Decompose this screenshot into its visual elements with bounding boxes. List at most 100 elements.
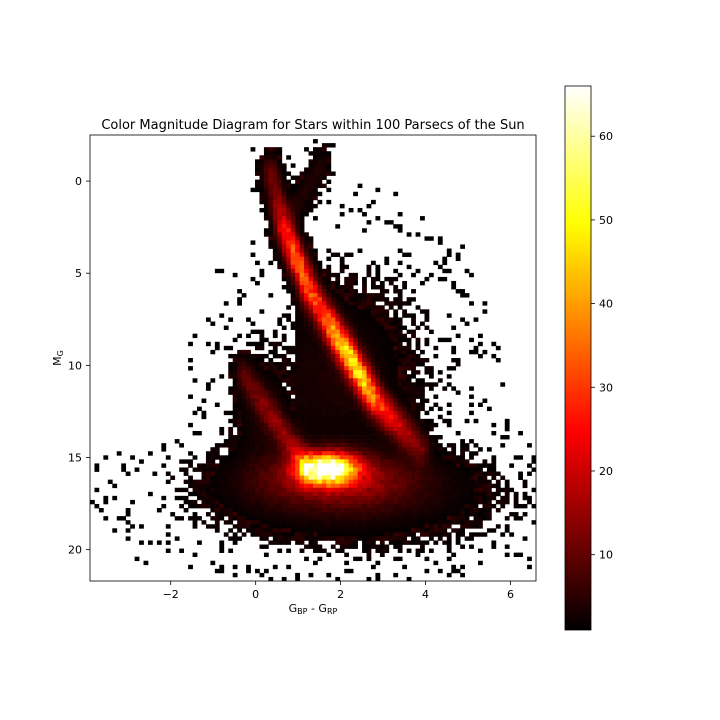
heatmap-cell bbox=[286, 256, 292, 262]
heatmap-cell bbox=[420, 479, 425, 485]
heatmap-cell bbox=[255, 467, 260, 472]
heatmap-cell bbox=[326, 159, 332, 164]
heatmap-cell bbox=[348, 410, 354, 416]
heatmap-cell bbox=[335, 301, 341, 306]
heatmap-cell bbox=[433, 345, 439, 351]
heatmap-cell bbox=[313, 483, 318, 489]
heatmap-cell bbox=[344, 313, 350, 318]
heatmap-cell bbox=[353, 353, 358, 359]
heatmap-cell bbox=[317, 471, 323, 476]
heatmap-cell bbox=[290, 414, 296, 420]
heatmap-cell bbox=[375, 272, 381, 278]
heatmap-cell bbox=[272, 207, 278, 213]
heatmap-cell bbox=[237, 459, 242, 464]
heatmap-cell bbox=[357, 455, 363, 460]
heatmap-cell bbox=[290, 524, 296, 529]
heatmap-cell bbox=[420, 382, 425, 387]
heatmap-cell bbox=[348, 459, 354, 464]
heatmap-cell bbox=[362, 536, 367, 541]
heatmap-cell bbox=[522, 483, 528, 489]
heatmap-cell bbox=[357, 333, 363, 339]
heatmap-cell bbox=[335, 576, 341, 581]
heatmap-cell bbox=[469, 479, 474, 485]
heatmap-cell bbox=[344, 552, 350, 558]
heatmap-cell bbox=[473, 524, 479, 529]
heatmap-cell bbox=[299, 305, 305, 310]
heatmap-cell bbox=[375, 321, 381, 326]
heatmap-cell bbox=[263, 212, 269, 217]
heatmap-cell bbox=[250, 512, 256, 517]
heatmap-cell bbox=[353, 430, 358, 436]
heatmap-cell bbox=[188, 459, 193, 464]
heatmap-cell bbox=[388, 301, 394, 306]
heatmap-cell bbox=[357, 370, 363, 375]
heatmap-cell bbox=[518, 516, 523, 521]
heatmap-cell bbox=[437, 414, 443, 420]
heatmap-cell bbox=[321, 394, 327, 399]
heatmap-cell bbox=[277, 418, 283, 424]
heatmap-cell bbox=[250, 422, 256, 428]
heatmap-cell bbox=[290, 459, 296, 464]
heatmap-cell bbox=[455, 508, 461, 513]
heatmap-cell bbox=[321, 528, 327, 533]
heatmap-cell bbox=[308, 430, 314, 436]
heatmap-cell bbox=[228, 499, 234, 505]
heatmap-cell bbox=[482, 508, 488, 513]
heatmap-cell bbox=[214, 568, 220, 574]
heatmap-cell bbox=[214, 512, 220, 517]
heatmap-cell bbox=[451, 483, 457, 489]
heatmap-cell bbox=[304, 268, 309, 274]
heatmap-cell bbox=[290, 495, 296, 501]
heatmap-cell bbox=[384, 297, 390, 302]
heatmap-cell bbox=[478, 463, 483, 468]
heatmap-cell bbox=[272, 487, 278, 493]
heatmap-cell bbox=[250, 187, 256, 193]
heatmap-cell bbox=[281, 516, 287, 521]
heatmap-cell bbox=[277, 443, 283, 448]
heatmap-cell bbox=[295, 499, 300, 505]
heatmap-cell bbox=[317, 147, 323, 152]
heatmap-cell bbox=[286, 475, 292, 480]
heatmap-cell bbox=[446, 544, 452, 549]
heatmap-cell bbox=[304, 483, 309, 489]
heatmap-cell bbox=[424, 455, 430, 460]
heatmap-cell bbox=[299, 191, 305, 197]
heatmap-cell bbox=[491, 467, 497, 472]
heatmap-cell bbox=[299, 467, 305, 472]
heatmap-cell bbox=[205, 512, 211, 517]
heatmap-cell bbox=[308, 256, 314, 262]
heatmap-cell bbox=[179, 459, 185, 464]
heatmap-cell bbox=[214, 451, 220, 456]
heatmap-cell bbox=[504, 495, 510, 501]
heatmap-cell bbox=[415, 443, 421, 448]
heatmap-cell bbox=[308, 183, 314, 189]
heatmap-cell bbox=[281, 207, 287, 213]
heatmap-cell bbox=[321, 548, 327, 553]
heatmap-cell bbox=[326, 572, 332, 578]
heatmap-cell bbox=[259, 503, 265, 509]
heatmap-cell bbox=[313, 374, 318, 379]
heatmap-cell bbox=[442, 528, 448, 533]
heatmap-cell bbox=[259, 362, 265, 367]
heatmap-cell bbox=[317, 459, 323, 464]
heatmap-cell bbox=[98, 508, 104, 513]
heatmap-cell bbox=[348, 382, 354, 387]
heatmap-cell bbox=[406, 358, 412, 363]
heatmap-cell bbox=[295, 455, 300, 460]
heatmap-cell bbox=[504, 483, 510, 489]
heatmap-cell bbox=[268, 203, 274, 209]
heatmap-cell bbox=[308, 175, 314, 180]
heatmap-cell bbox=[214, 463, 220, 468]
heatmap-cell bbox=[353, 325, 358, 330]
heatmap-cell bbox=[375, 402, 381, 407]
heatmap-cell bbox=[370, 362, 376, 367]
heatmap-cell bbox=[348, 495, 354, 501]
heatmap-cell bbox=[415, 378, 421, 383]
heatmap-cell bbox=[348, 289, 354, 294]
heatmap-cell bbox=[232, 366, 238, 371]
heatmap-cell bbox=[478, 333, 483, 339]
heatmap-cell bbox=[250, 252, 256, 257]
heatmap-cell bbox=[299, 378, 305, 383]
heatmap-cell bbox=[531, 487, 536, 493]
heatmap-cell bbox=[384, 499, 390, 505]
